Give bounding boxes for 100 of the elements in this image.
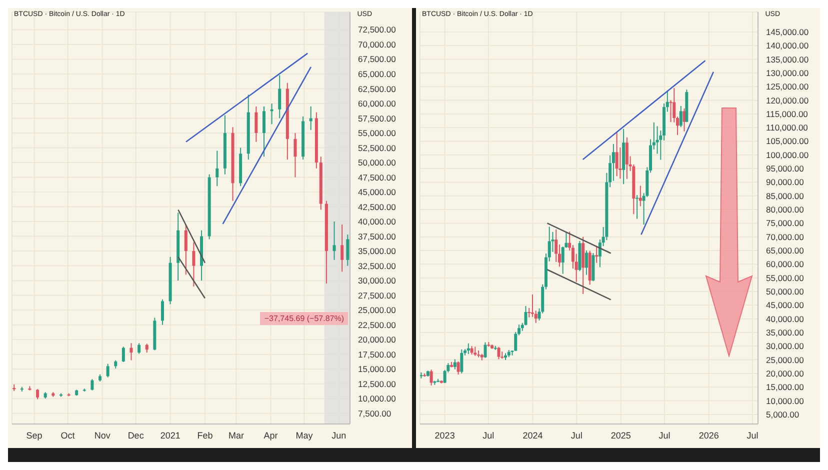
x-tick-label: Dec xyxy=(128,430,144,440)
candlestick xyxy=(638,185,642,207)
y-tick-label: 20,000.00 xyxy=(766,368,804,378)
y-tick-label: 67,500.00 xyxy=(358,54,396,64)
y-tick-label: 70,000.00 xyxy=(358,39,396,50)
y-tick-label: 15,000.00 xyxy=(358,364,396,374)
y-tick-label: 7,500.00 xyxy=(358,408,392,418)
y-tick-label: 25,000.00 xyxy=(766,354,804,365)
y-tick-label: 42,500.00 xyxy=(358,202,396,212)
x-tick-label: Oct xyxy=(60,430,76,440)
y-tick-label: 70,000.00 xyxy=(766,232,804,242)
candlestick xyxy=(474,346,477,356)
y-tick-label: 30,000.00 xyxy=(766,341,804,352)
y-tick-label: 37,500.00 xyxy=(358,231,396,242)
candlestick xyxy=(340,224,344,272)
candlestick xyxy=(278,74,282,119)
y-tick-label: 35,000.00 xyxy=(766,327,804,338)
candlestick xyxy=(138,342,141,354)
x-tick-label: Feb xyxy=(197,430,213,440)
candlestick xyxy=(90,378,94,391)
candlestick xyxy=(262,106,266,158)
y-tick-label: 85,000.00 xyxy=(766,190,804,201)
y-tick-label: 52,500.00 xyxy=(358,142,396,153)
y-tick-label: 90,000.00 xyxy=(766,177,804,188)
x-tick-label: Sep xyxy=(26,430,42,440)
x-tick-label: Jul xyxy=(658,430,670,440)
y-tick-label: 65,000.00 xyxy=(766,246,804,256)
y-tick-label: 55,000.00 xyxy=(766,272,804,283)
x-tick-label: May xyxy=(296,430,314,440)
candlestick xyxy=(636,194,639,220)
y-tick-label: 47,500.00 xyxy=(358,172,396,182)
candlestick xyxy=(497,346,500,360)
candlestick xyxy=(595,246,598,264)
y-tick-label: 120,000.00 xyxy=(766,95,809,106)
candlestick xyxy=(484,342,487,358)
candlestick xyxy=(456,360,460,376)
candlestick xyxy=(346,234,350,266)
candlestick xyxy=(332,221,336,260)
y-tick-label: 27,500.00 xyxy=(358,290,396,300)
y-tick-label: 35,000.00 xyxy=(358,246,396,256)
x-tick-label: Jun xyxy=(332,430,346,440)
candlestick xyxy=(584,250,588,276)
candlestick xyxy=(106,363,110,378)
candlestick xyxy=(184,224,188,276)
candlestick xyxy=(554,228,558,262)
annotation: −37,745.69 (−57.87%) xyxy=(260,312,348,325)
candlestick xyxy=(216,150,219,187)
y-tick-label: 80,000.00 xyxy=(766,204,804,215)
x-tick-label: 2026 xyxy=(698,430,719,440)
x-tick-label: Jul xyxy=(746,430,758,440)
y-tick-label: 105,000.00 xyxy=(766,136,809,146)
y-tick-label: 60,000.00 xyxy=(358,98,396,109)
y-tick-label: 15,000.00 xyxy=(766,382,804,392)
x-tick-label: 2023 xyxy=(434,430,455,440)
candlestick xyxy=(254,106,258,142)
y-tick-label: 10,000.00 xyxy=(358,394,396,404)
y-tick-label: 135,000.00 xyxy=(766,54,809,64)
y-tick-label: 25,000.00 xyxy=(358,305,396,316)
y-tick-label: 22,500.00 xyxy=(358,320,396,330)
x-tick-label: 2024 xyxy=(522,430,543,440)
y-tick-label: 12,500.00 xyxy=(358,378,396,389)
y-tick-label: 100,000.00 xyxy=(766,150,809,160)
y-tick-label: 20,000.00 xyxy=(358,334,396,345)
y-tick-label: 45,000.00 xyxy=(358,187,396,198)
x-tick-label: 2021 xyxy=(160,430,180,440)
x-tick-label: Jul xyxy=(570,430,582,440)
y-tick-label: 145,000.00 xyxy=(766,26,809,37)
y-tick-label: 50,000.00 xyxy=(766,286,804,297)
y-tick-label: 125,000.00 xyxy=(766,82,809,92)
y-tick-label: 130,000.00 xyxy=(766,68,809,78)
x-tick-label: Mar xyxy=(228,430,244,440)
candlestick xyxy=(466,342,470,355)
y-tick-label: 10,000.00 xyxy=(766,396,804,406)
y-tick-label: 60,000.00 xyxy=(766,259,804,270)
y-tick-label: 5,000.00 xyxy=(766,409,800,420)
candlestick xyxy=(615,132,618,177)
candlestick xyxy=(453,358,456,370)
candlestick xyxy=(430,369,433,386)
x-tick-label: Apr xyxy=(264,430,278,440)
y-tick-label: 62,500.00 xyxy=(358,84,396,94)
candlestick xyxy=(679,105,682,128)
candlestick xyxy=(669,100,672,123)
candlestick xyxy=(122,346,125,363)
y-tick-label: 75,000.00 xyxy=(766,218,804,228)
y-tick-label: 72,500.00 xyxy=(358,24,396,35)
candlestick xyxy=(36,388,40,400)
candlestick xyxy=(130,342,133,361)
candlestick xyxy=(294,132,297,178)
y-tick-label: 40,000.00 xyxy=(766,314,804,324)
candlestick xyxy=(460,348,464,374)
x-tick-label: 2025 xyxy=(610,430,631,440)
y-tick-label: 110,000.00 xyxy=(766,122,808,133)
y-tick-label: 40,000.00 xyxy=(358,216,396,227)
y-tick-label: 55,000.00 xyxy=(358,128,396,138)
y-tick-label: 95,000.00 xyxy=(766,164,804,174)
y-tick-label: 30,000.00 xyxy=(358,276,396,286)
x-tick-label: Jul xyxy=(482,430,494,440)
candlestick xyxy=(309,106,312,131)
x-tick-label: Nov xyxy=(94,430,111,440)
y-tick-label: 50,000.00 xyxy=(358,158,396,168)
